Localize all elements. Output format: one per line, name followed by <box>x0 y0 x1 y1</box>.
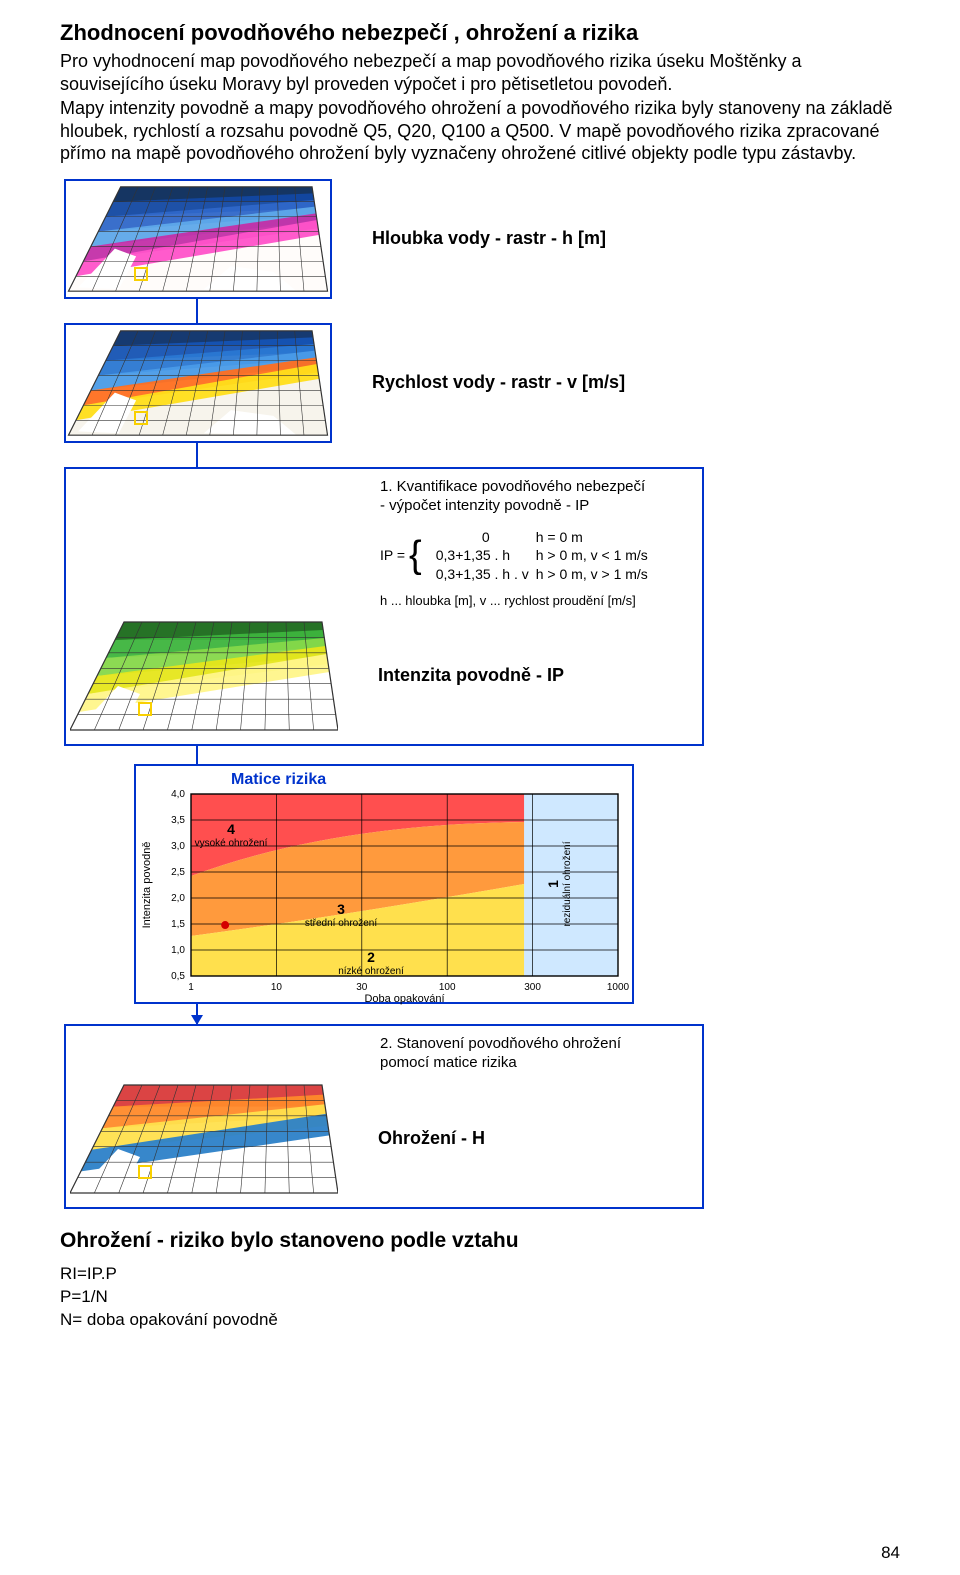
hazard-panel: Ohrožení - H <box>70 1079 698 1199</box>
velocity-label: Rychlost vody - rastr - v [m/s] <box>372 372 625 393</box>
eq-ri: RI=IP.P <box>60 1263 900 1286</box>
intensity-section: 1. Kvantifikace povodňového nebezpečí - … <box>64 467 704 746</box>
diagram-container: Hloubka vody - rastr - h [m] Rychlost vo… <box>64 179 704 1209</box>
risk-matrix-svg: Matice rizika 1 10 30 100 300 1000 0,5 1,0 1,5 2,0… <box>136 766 636 1006</box>
svg-text:10: 10 <box>271 982 283 993</box>
intensity-sample-dot <box>138 702 152 716</box>
svg-text:Matice rizika: Matice rizika <box>231 771 326 788</box>
svg-text:30: 30 <box>356 982 368 993</box>
intro-paragraph-2: Mapy intenzity povodně a mapy povodňovéh… <box>60 97 900 165</box>
hazard-label: Ohrožení - H <box>378 1128 485 1149</box>
svg-text:3: 3 <box>337 901 345 917</box>
depth-panel: Hloubka vody - rastr - h [m] <box>64 179 704 299</box>
ip-formula: IP = { 0h = 0 m 0,3+1,35 . hh > 0 m, v <… <box>380 528 698 585</box>
page-heading: Zhodnocení povodňového nebezpečí , ohrož… <box>60 20 900 46</box>
svg-text:1000: 1000 <box>607 982 630 993</box>
svg-text:Intenzita povodně: Intenzita povodně <box>141 841 153 928</box>
svg-text:3,0: 3,0 <box>171 841 185 852</box>
footer-heading: Ohrožení - riziko bylo stanoveno podle v… <box>60 1229 900 1253</box>
risk-matrix: Matice rizika 1 10 30 100 300 1000 0,5 1,0 1,5 2,0… <box>134 764 634 1004</box>
velocity-tile <box>64 323 332 443</box>
caption1-line2: - výpočet intenzity povodně - IP <box>380 496 698 516</box>
f-r2a: 0,3+1,35 . h <box>436 546 536 565</box>
depth-tile <box>64 179 332 299</box>
svg-text:reziduální ohrožení: reziduální ohrožení <box>562 841 573 926</box>
connector-4 <box>196 1004 198 1024</box>
f-r2b: h > 0 m, v < 1 m/s <box>536 546 648 565</box>
svg-text:vysoké ohrožení: vysoké ohrožení <box>195 838 268 849</box>
svg-text:nízké ohrožení: nízké ohrožení <box>338 966 404 977</box>
f-r3b: h > 0 m, v > 1 m/s <box>536 565 648 584</box>
velocity-sample-dot <box>134 411 148 425</box>
svg-text:střední ohrožení: střední ohrožení <box>305 918 377 929</box>
intensity-panel: Intenzita povodně - IP <box>70 616 698 736</box>
hazard-tile <box>70 1079 338 1199</box>
f-r1a: 0 <box>436 528 536 547</box>
depth-label: Hloubka vody - rastr - h [m] <box>372 228 606 249</box>
svg-text:3,5: 3,5 <box>171 815 185 826</box>
svg-text:2,5: 2,5 <box>171 867 185 878</box>
svg-text:4: 4 <box>227 821 235 837</box>
svg-text:1: 1 <box>188 982 194 993</box>
svg-text:100: 100 <box>439 982 456 993</box>
eq-p: P=1/N <box>60 1286 900 1309</box>
caption2-line1: 2. Stanovení povodňového ohrožení <box>380 1034 698 1054</box>
eq-n: N= doba opakování povodně <box>60 1309 900 1332</box>
intensity-tile <box>70 616 338 736</box>
intensity-label: Intenzita povodně - IP <box>378 665 564 686</box>
f-r1b: h = 0 m <box>536 528 583 547</box>
connector-3 <box>196 746 198 764</box>
svg-text:1,0: 1,0 <box>171 945 185 956</box>
velocity-raster-svg <box>66 325 330 441</box>
svg-text:300: 300 <box>524 982 541 993</box>
svg-text:2: 2 <box>367 949 375 965</box>
svg-text:0,5: 0,5 <box>171 971 185 982</box>
velocity-panel: Rychlost vody - rastr - v [m/s] <box>64 323 704 443</box>
hazard-raster-svg <box>70 1079 338 1199</box>
formula-note: h ... hloubka [m], v ... rychlost proudě… <box>380 592 698 610</box>
formula-lhs: IP = <box>380 546 405 565</box>
svg-text:Doba opakování: Doba opakování <box>364 993 444 1005</box>
page-number: 84 <box>881 1543 900 1563</box>
depth-raster-svg <box>66 181 330 297</box>
depth-sample-dot <box>134 267 148 281</box>
svg-text:4,0: 4,0 <box>171 789 185 800</box>
f-r3a: 0,3+1,35 . h . v <box>436 565 536 584</box>
caption2-line2: pomocí matice rizika <box>380 1053 698 1073</box>
intro-paragraph-1: Pro vyhodnocení map povodňového nebezpeč… <box>60 50 900 95</box>
intensity-raster-svg <box>70 616 338 736</box>
connector-2 <box>196 443 198 467</box>
svg-text:2,0: 2,0 <box>171 893 185 904</box>
svg-text:1: 1 <box>545 880 561 888</box>
hazard-sample-dot <box>138 1165 152 1179</box>
footer-equations: RI=IP.P P=1/N N= doba opakování povodně <box>60 1263 900 1332</box>
caption1-line1: 1. Kvantifikace povodňového nebezpečí <box>380 477 698 497</box>
connector-1 <box>196 299 198 323</box>
hazard-section: 2. Stanovení povodňového ohrožení pomocí… <box>64 1024 704 1209</box>
svg-text:1,5: 1,5 <box>171 919 185 930</box>
arrow-icon <box>191 1015 203 1025</box>
